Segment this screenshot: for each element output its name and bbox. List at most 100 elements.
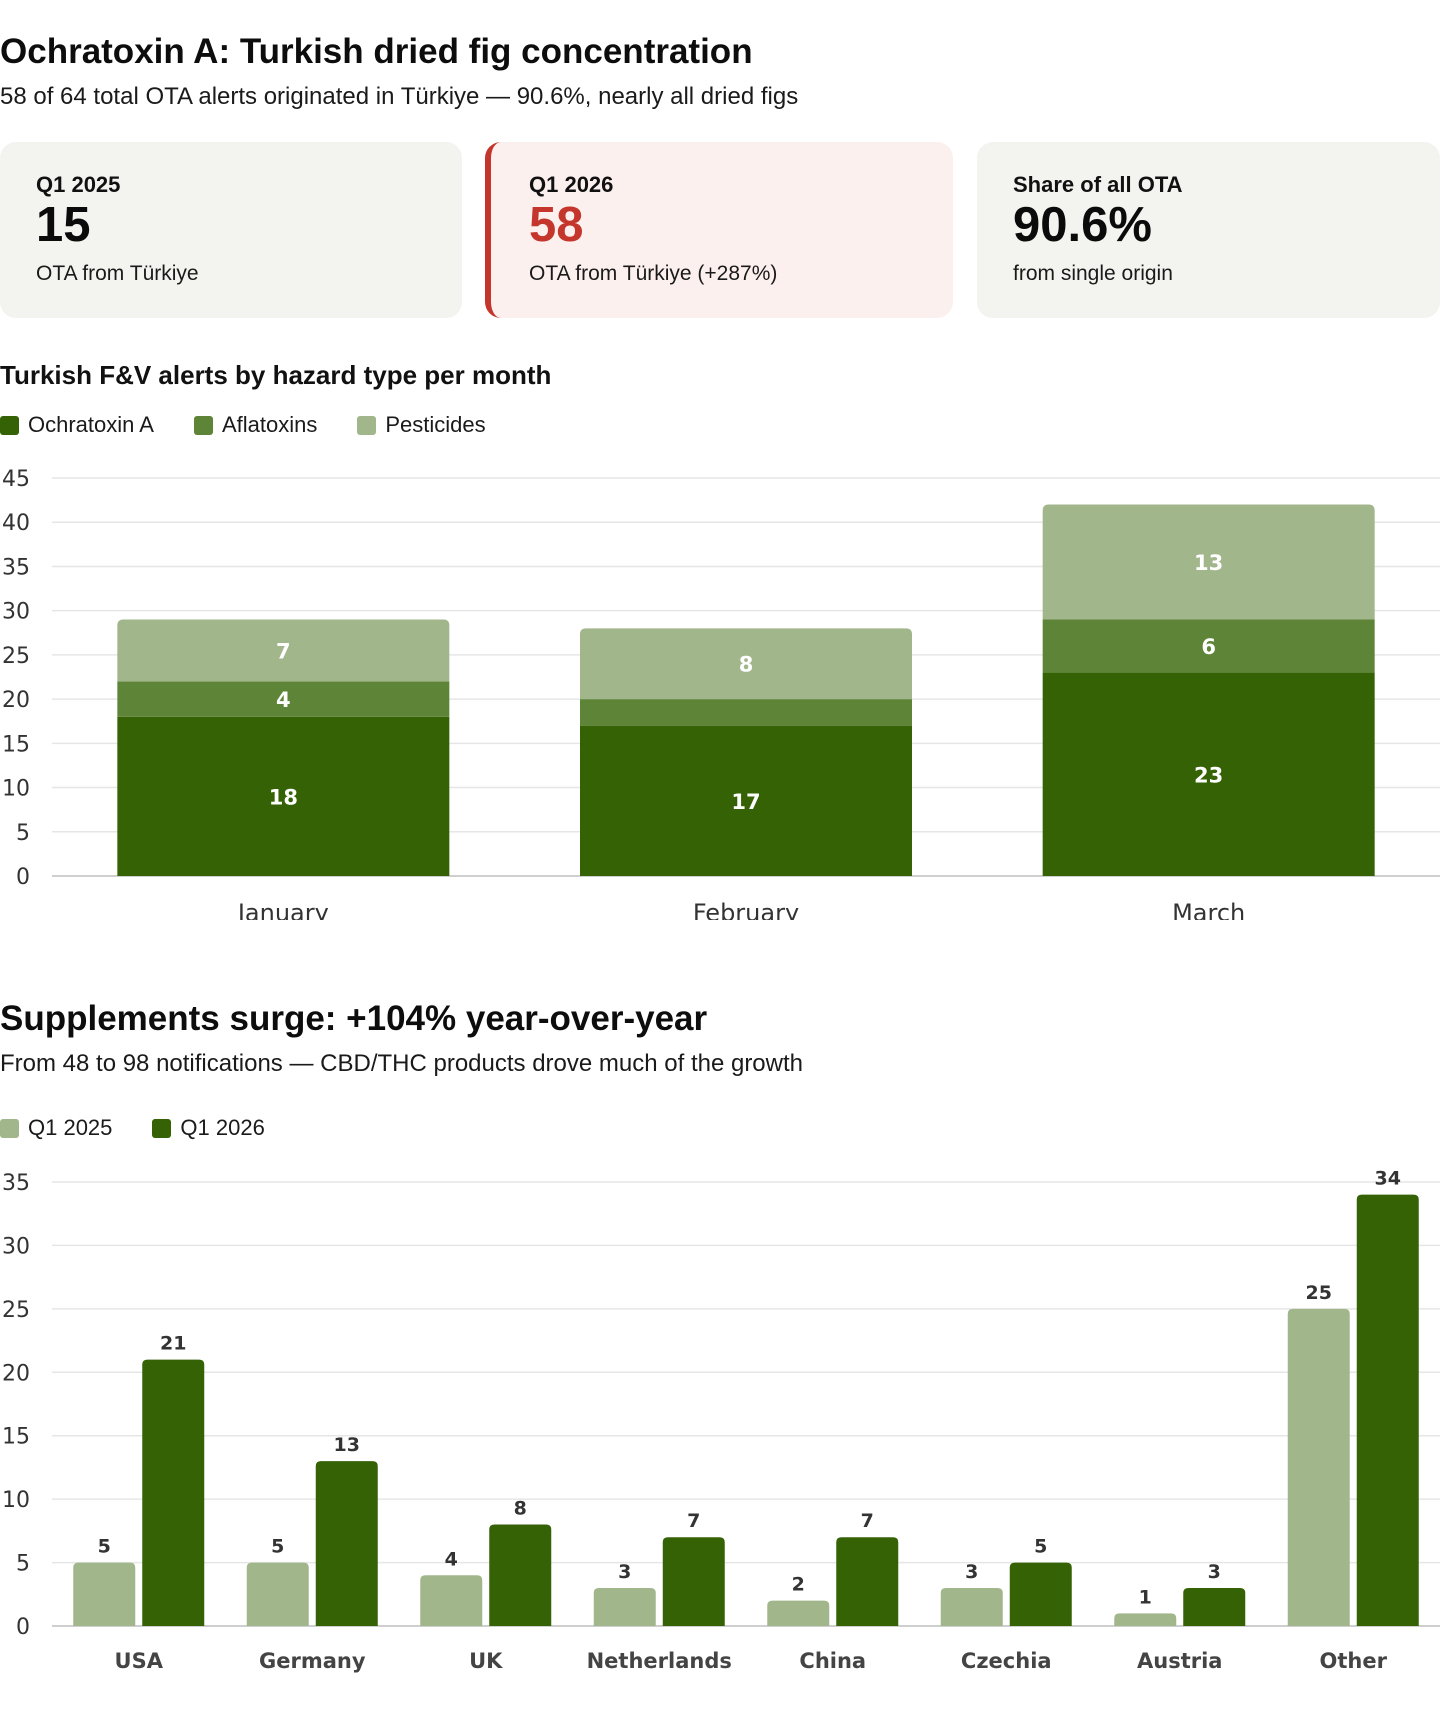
stat-card-q1-2025: Q1 2025 15 OTA from Türkiye [0, 142, 462, 318]
y-tick-label: 15 [2, 1425, 30, 1450]
data-label: 18 [269, 785, 298, 809]
legend-item: Q1 2026 [152, 1115, 265, 1141]
y-tick-label: 10 [2, 777, 30, 802]
bar [593, 1587, 656, 1626]
data-label: 7 [861, 1510, 874, 1532]
stat-card-value: 15 [36, 198, 91, 252]
x-tick-label: Germany [259, 1649, 366, 1673]
section-title-supplements: Supplements surge: +104% year-over-year [0, 999, 708, 1038]
bar [1356, 1194, 1419, 1626]
legend-label: Q1 2025 [28, 1115, 113, 1140]
legend-label: Q1 2026 [180, 1115, 265, 1140]
y-tick-label: 25 [2, 1298, 30, 1323]
chart-title-hazard: Turkish F&V alerts by hazard type per mo… [0, 360, 552, 390]
data-label: 34 [1375, 1168, 1401, 1190]
y-tick-label: 15 [2, 732, 30, 757]
legend-swatch [0, 415, 19, 435]
bar [315, 1461, 378, 1626]
data-label: 6 [1201, 635, 1216, 659]
y-tick-label: 0 [16, 1615, 30, 1640]
stat-card-share: Share of all OTA 90.6% from single origi… [977, 142, 1440, 318]
legend-label: Aflatoxins [221, 412, 318, 437]
section-subtitle-supplements: From 48 to 98 notifications — CBD/THC pr… [0, 1050, 804, 1077]
legend-item: Pesticides [357, 412, 486, 438]
x-tick-label: Austria [1137, 1649, 1222, 1673]
bar [1287, 1308, 1350, 1626]
bar-segment [580, 725, 912, 876]
y-tick-label: 20 [2, 1361, 30, 1386]
data-label: 4 [445, 1548, 458, 1570]
y-tick-label: 25 [2, 644, 30, 669]
data-label: 17 [731, 790, 760, 814]
x-tick-label: Other [1320, 1649, 1388, 1673]
data-label: 3 [965, 1561, 978, 1583]
y-tick-label: 30 [2, 600, 30, 625]
x-tick-label: February [693, 899, 799, 920]
bar [420, 1575, 483, 1626]
y-tick-label: 30 [2, 1234, 30, 1259]
bar [73, 1562, 136, 1626]
bar [767, 1600, 830, 1626]
data-label: 21 [160, 1333, 186, 1355]
bar-segment [117, 681, 450, 717]
data-label: 8 [739, 653, 754, 677]
bar [489, 1524, 552, 1626]
bar [1114, 1613, 1177, 1626]
y-tick-label: 40 [2, 511, 30, 536]
data-label: 5 [1034, 1536, 1047, 1558]
data-label: 3 [618, 1561, 631, 1583]
stat-card-desc: from single origin [1013, 262, 1173, 285]
x-tick-label: UK [469, 1649, 503, 1673]
bar [142, 1359, 205, 1626]
legend-supplements: Q1 2025 Q1 2026 [0, 1115, 305, 1141]
legend-hazard: Ochratoxin A Aflatoxins Pesticides [0, 412, 526, 438]
x-tick-label: January [236, 899, 329, 920]
y-tick-label: 45 [2, 467, 30, 492]
legend-swatch [152, 1118, 172, 1138]
bar-segment [1042, 672, 1375, 876]
bar [662, 1537, 725, 1626]
bar-segment [580, 628, 912, 700]
legend-label: Ochratoxin A [28, 412, 154, 437]
y-tick-label: 35 [2, 555, 30, 580]
y-tick-label: 0 [16, 865, 30, 890]
legend-swatch [193, 415, 213, 435]
x-tick-label: Netherlands [587, 1649, 732, 1673]
legend-swatch [357, 415, 377, 435]
section-title-ota: Ochratoxin A: Turkish dried fig concentr… [0, 32, 753, 71]
x-tick-label: Czechia [961, 1649, 1052, 1673]
y-tick-label: 5 [16, 1552, 30, 1577]
bar-segment [1042, 619, 1375, 673]
data-label: 4 [276, 688, 291, 712]
grouped-bar-chart-supplements: 05101520253035521USA513Germany48UK37Neth… [2, 1168, 1440, 1673]
stat-card-label: Share of all OTA [1013, 172, 1183, 197]
legend-swatch [0, 1118, 19, 1138]
data-label: 5 [98, 1536, 111, 1558]
data-label: 23 [1194, 763, 1223, 787]
x-tick-label: March [1172, 899, 1245, 920]
y-tick-label: 5 [16, 821, 30, 846]
data-label: 3 [1208, 1561, 1221, 1583]
bar-segment [117, 619, 450, 682]
data-label: 13 [334, 1434, 360, 1456]
stat-card-q1-2026: Q1 2026 58 OTA from Türkiye (+287%) [485, 142, 953, 318]
stat-card-label: Q1 2025 [36, 172, 121, 197]
data-label: 7 [687, 1510, 700, 1532]
bar [1183, 1587, 1246, 1626]
data-label: 5 [271, 1536, 284, 1558]
bar-segment [1042, 504, 1375, 620]
data-label: 25 [1306, 1282, 1332, 1304]
data-label: 8 [514, 1498, 527, 1520]
data-label: 2 [792, 1574, 805, 1596]
bar-segment [580, 699, 912, 726]
data-label: 7 [276, 639, 291, 663]
bar [940, 1587, 1003, 1626]
stat-card-value: 58 [529, 198, 584, 252]
legend-item: Ochratoxin A [0, 412, 154, 438]
stat-card-value: 90.6% [1013, 198, 1152, 252]
y-tick-label: 35 [2, 1171, 30, 1196]
x-tick-label: China [799, 1649, 866, 1673]
bar-segment [117, 716, 450, 876]
data-label: 13 [1194, 551, 1223, 575]
stat-card-label: Q1 2026 [529, 172, 614, 197]
